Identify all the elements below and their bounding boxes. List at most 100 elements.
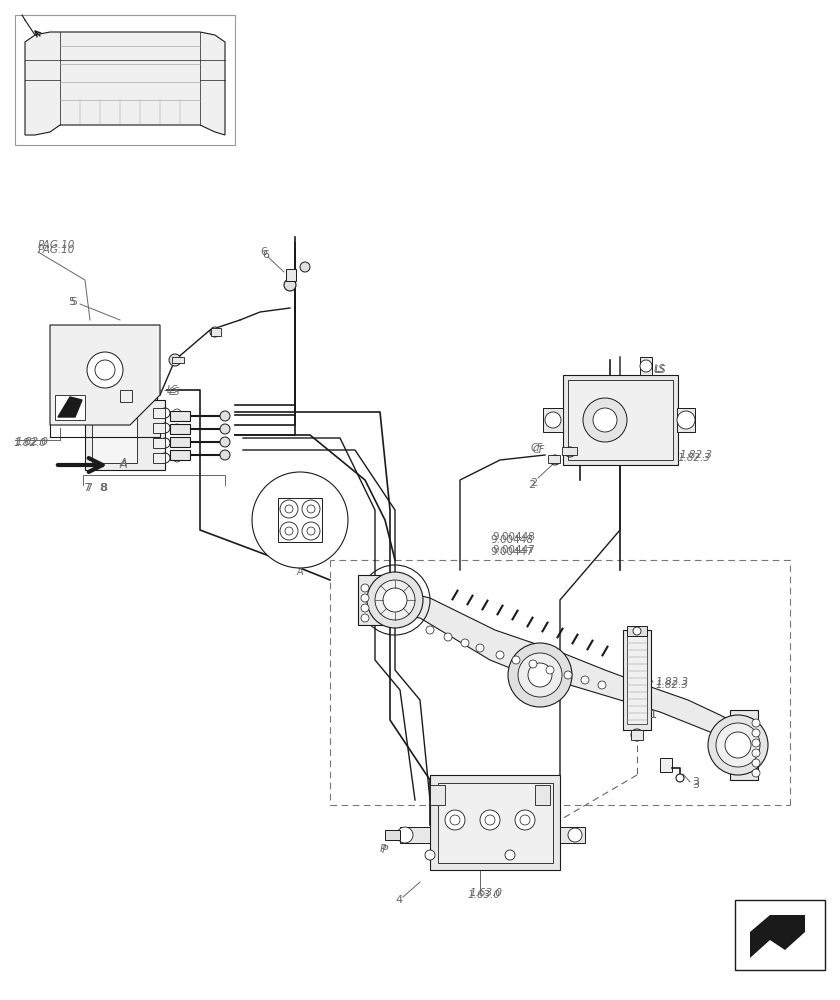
Circle shape [307, 527, 315, 535]
Circle shape [160, 438, 170, 448]
Bar [170, 450, 190, 460]
Circle shape [752, 719, 760, 727]
Circle shape [545, 412, 561, 428]
Bar [385, 830, 400, 840]
Circle shape [160, 408, 170, 418]
Circle shape [160, 453, 170, 463]
Circle shape [252, 472, 348, 568]
Bar [55, 395, 85, 420]
Circle shape [284, 279, 296, 291]
Text: 5: 5 [70, 297, 77, 307]
Text: PAG.10: PAG.10 [38, 245, 76, 255]
Circle shape [87, 352, 123, 388]
Text: 1.82.0: 1.82.0 [15, 437, 48, 447]
Bar [623, 630, 651, 730]
Circle shape [93, 338, 157, 402]
Text: 3: 3 [692, 777, 699, 787]
Text: CF: CF [533, 445, 545, 455]
Text: 7: 7 [85, 483, 92, 493]
Circle shape [480, 810, 500, 830]
Circle shape [115, 360, 135, 380]
Circle shape [568, 828, 582, 842]
Bar [400, 827, 430, 843]
Circle shape [512, 656, 520, 664]
Circle shape [546, 666, 554, 674]
Bar [627, 636, 647, 724]
Text: 1.82.3: 1.82.3 [680, 450, 713, 460]
Circle shape [529, 660, 537, 668]
Text: 6: 6 [260, 247, 267, 257]
Circle shape [280, 500, 298, 518]
Bar [568, 380, 673, 460]
Circle shape [515, 810, 535, 830]
Text: P: P [380, 844, 386, 854]
Text: 1.82.3: 1.82.3 [655, 680, 688, 690]
Text: 1: 1 [650, 710, 657, 720]
Bar [430, 775, 560, 870]
Text: A: A [297, 567, 303, 577]
Bar [562, 447, 577, 455]
Circle shape [302, 500, 320, 518]
Text: 1.82.3: 1.82.3 [655, 677, 688, 687]
Bar [563, 375, 678, 465]
Text: 9.00447: 9.00447 [490, 547, 533, 557]
Bar [85, 400, 165, 470]
Bar [627, 626, 647, 636]
Text: 1.63.0: 1.63.0 [468, 890, 501, 900]
Bar [153, 423, 165, 433]
Polygon shape [385, 590, 750, 748]
Circle shape [708, 715, 768, 775]
Circle shape [485, 815, 495, 825]
Bar [631, 730, 643, 740]
Text: 8: 8 [100, 483, 108, 493]
Text: LS: LS [655, 365, 667, 375]
Circle shape [752, 729, 760, 737]
Circle shape [220, 437, 230, 447]
Circle shape [752, 769, 760, 777]
Polygon shape [58, 397, 82, 417]
Circle shape [716, 723, 760, 767]
Text: P: P [382, 845, 388, 855]
Circle shape [445, 810, 465, 830]
Circle shape [367, 572, 423, 628]
Circle shape [383, 588, 407, 612]
Circle shape [676, 774, 684, 782]
Circle shape [564, 671, 572, 679]
Circle shape [425, 850, 435, 860]
Bar [92, 405, 137, 463]
Circle shape [361, 614, 369, 622]
Bar [640, 357, 652, 375]
Bar [170, 437, 190, 447]
Text: PAG.10: PAG.10 [38, 240, 76, 250]
Circle shape [444, 633, 452, 641]
Polygon shape [750, 940, 785, 958]
Bar [358, 575, 395, 625]
Circle shape [302, 522, 320, 540]
Circle shape [307, 505, 315, 513]
Circle shape [220, 450, 230, 460]
Circle shape [520, 815, 530, 825]
Text: 2: 2 [528, 480, 535, 490]
Circle shape [661, 760, 671, 770]
Text: 3: 3 [692, 780, 699, 790]
Text: 9.00448: 9.00448 [492, 532, 535, 542]
Circle shape [518, 653, 562, 697]
Bar [543, 408, 563, 432]
Text: 1.82.3: 1.82.3 [678, 453, 711, 463]
Bar [153, 408, 165, 418]
Circle shape [752, 759, 760, 767]
Circle shape [528, 663, 552, 687]
Circle shape [361, 584, 369, 592]
Circle shape [210, 327, 220, 337]
Circle shape [505, 850, 515, 860]
Bar [170, 424, 190, 434]
Text: A: A [120, 458, 128, 468]
Circle shape [300, 262, 310, 272]
Text: 6: 6 [262, 250, 269, 260]
Text: 1.63.0: 1.63.0 [470, 888, 503, 898]
Circle shape [426, 626, 434, 634]
Circle shape [550, 455, 560, 465]
Bar [660, 758, 672, 772]
Text: 9.00447: 9.00447 [492, 545, 535, 555]
Text: 4: 4 [395, 895, 402, 905]
